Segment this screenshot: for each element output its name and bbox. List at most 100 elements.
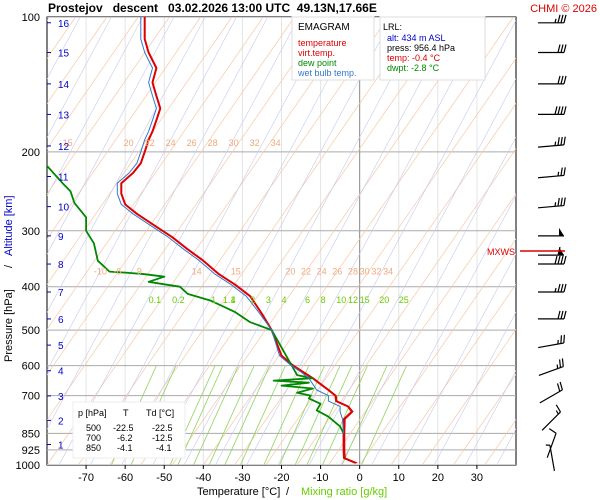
wind-barb-feather — [563, 106, 567, 115]
mixing-ratio-label: 1 — [211, 295, 216, 305]
mxws-label: MXWS — [487, 247, 515, 257]
table-row-700-t: -6.2 — [117, 433, 133, 443]
mixing-ratio-label: 1.1 — [223, 295, 236, 305]
moist-adiabat-line — [47, 17, 237, 372]
moist-adiabat-line — [47, 17, 206, 313]
mixing-ratio-line — [341, 365, 388, 465]
wind-barb-feather — [560, 44, 564, 53]
moist-adiabat-line — [246, 17, 487, 465]
wind-barb — [538, 75, 567, 85]
wind-barb-feather — [557, 75, 561, 85]
altitude-tick-label: 4 — [58, 367, 64, 378]
wind-barb — [538, 358, 564, 377]
moist-adiabat-line — [433, 311, 516, 465]
altitude-tick-label: 8 — [58, 260, 64, 271]
mixing-ratio-label: 25 — [399, 295, 409, 305]
dry-adiabat-label: 26 — [187, 138, 197, 148]
dry-adiabat-label: 28 — [208, 138, 218, 148]
wind-barb-column — [520, 14, 567, 471]
series-layer — [47, 17, 358, 464]
wind-barb — [538, 334, 565, 349]
table-row-500-p: 500 — [86, 423, 101, 433]
wind-barb — [539, 381, 563, 404]
lrl-pressure: press: 956.4 hPa — [387, 43, 455, 53]
mixing-ratio-label: 12 — [348, 295, 358, 305]
wind-barb-feather — [563, 136, 566, 145]
dry-adiabat-label: 24 — [166, 138, 176, 148]
altitude-tick-label: 6 — [58, 315, 64, 326]
mixing-ratio-line — [240, 365, 286, 465]
level-table-box — [72, 401, 186, 459]
wind-barb-feather — [563, 197, 566, 206]
wind-barb-feather — [563, 14, 567, 23]
legend-wet-bulb: wet bulb temp. — [297, 68, 357, 78]
table-row-850-t: -4.1 — [117, 443, 133, 453]
moist-adiabat-line — [47, 17, 143, 197]
moist-adiabat-line — [371, 194, 516, 465]
moist-adiabat-line — [58, 17, 300, 465]
altitude-tick-label: 9 — [58, 232, 64, 243]
dry-adiabat-label: 22 — [145, 138, 155, 148]
wind-barb-feather — [557, 283, 561, 293]
wind-barb-feather — [560, 167, 563, 176]
wind-barb-feather — [563, 334, 565, 344]
wind-barb — [538, 106, 567, 116]
altitude-tick-label: 12 — [58, 142, 70, 153]
mixing-ratio-label: 0.1 — [149, 295, 162, 305]
table-row-700-td: -12.5 — [152, 433, 173, 443]
x-axis-separator: / — [286, 486, 290, 498]
dry-adiabat-line — [47, 17, 170, 195]
legend-heading: EMAGRAM — [298, 22, 350, 33]
pressure-tick-label: 1000 — [16, 460, 40, 472]
x-tick-label: -30 — [234, 472, 250, 484]
wind-barb-feather — [560, 75, 564, 85]
moist-adiabat-line — [215, 17, 456, 465]
wind-barb-feather — [556, 383, 561, 392]
wind-barb-feather — [560, 14, 564, 23]
wind-barb — [541, 404, 561, 431]
wind-barb-feather — [557, 44, 561, 53]
x-tick-label: 30 — [471, 472, 483, 484]
legend: EMAGRAM temperature virt.temp. dew point… — [291, 16, 375, 81]
altitude-tick-label: 7 — [58, 288, 64, 299]
wind-barb-staff — [538, 174, 565, 179]
moist-adiabat-label: 20 — [285, 267, 295, 277]
wind-barb-feather — [554, 106, 558, 115]
moist-adiabat-label: 26 — [332, 267, 342, 277]
wind-barb-feather — [554, 255, 558, 265]
moist-adiabat-line — [152, 17, 394, 465]
x-axis-label-mixing: Mixing ratio [g/kg] — [301, 486, 387, 498]
moist-adiabat-line — [308, 78, 516, 465]
moist-adiabat-label: 34 — [383, 267, 393, 277]
table-header-p: p [hPa] — [78, 408, 107, 418]
wind-barb-feather — [559, 359, 562, 368]
wind-barb — [538, 255, 567, 265]
chmi-credit: CHMI © 2026 — [530, 3, 597, 15]
moist-adiabat-label: -6 — [113, 267, 121, 277]
pressure-tick-label: 600 — [22, 361, 40, 373]
mixing-ratio-label: 20 — [379, 295, 389, 305]
pressure-tick-label: 400 — [22, 282, 40, 294]
y-axis-label-altitude: Altitude [km] — [3, 195, 15, 256]
pressure-tick-label: 100 — [22, 12, 40, 24]
pressure-tick-label: 700 — [22, 391, 40, 403]
y-axis-title: Pressure [hPa] / Altitude [km] — [3, 195, 15, 362]
wind-barb — [538, 197, 566, 209]
wind-barb-half-feather — [557, 171, 560, 177]
dry-adiabat-label: 30 — [229, 138, 239, 148]
altitude-tick-label: 10 — [58, 203, 70, 214]
moist-adiabat-label: 24 — [317, 267, 327, 277]
moist-adiabat-line — [121, 17, 362, 465]
pressure-tick-label: 500 — [22, 325, 40, 337]
mixing-ratio-line — [361, 365, 407, 465]
wind-barb-feather — [557, 14, 561, 23]
x-tick-label: 0 — [357, 472, 363, 484]
moist-adiabat-line — [465, 370, 516, 465]
wind-barb-feather — [563, 44, 567, 53]
wind-barb-staff — [538, 204, 565, 209]
x-tick-label: 20 — [432, 472, 444, 484]
mixing-ratio-line — [193, 365, 239, 465]
altitude-tick-label: 15 — [58, 48, 70, 59]
lrl-heading: LRL: — [383, 22, 402, 32]
